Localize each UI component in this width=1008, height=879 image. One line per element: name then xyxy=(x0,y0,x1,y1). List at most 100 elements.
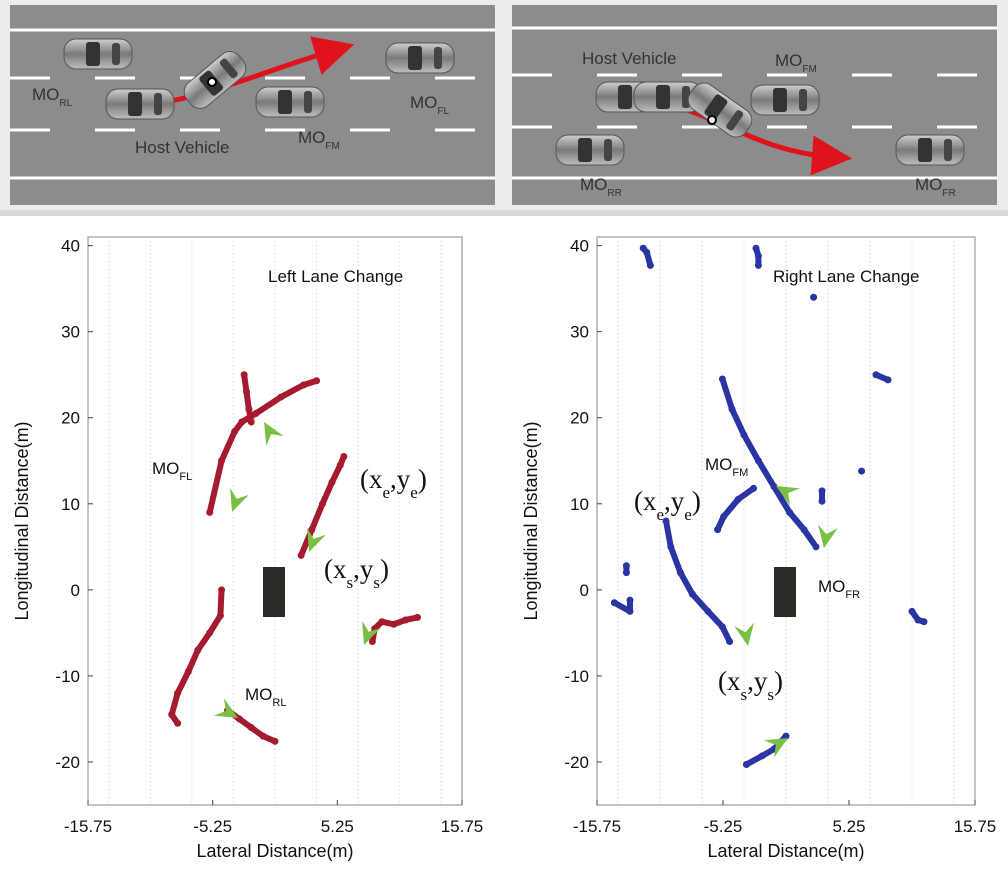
point xyxy=(336,461,344,469)
green-arrow xyxy=(213,698,238,718)
point xyxy=(920,618,928,626)
car-window xyxy=(726,110,744,131)
point xyxy=(318,500,326,508)
point xyxy=(740,431,748,439)
label-sub: e xyxy=(657,505,665,524)
y-tick-label: 10 xyxy=(61,495,80,514)
label-sub: s xyxy=(741,685,748,704)
point xyxy=(299,381,307,389)
point xyxy=(726,637,734,645)
x-tick-label: -5.25 xyxy=(704,817,743,836)
track xyxy=(241,371,255,426)
y-tick-label: -10 xyxy=(55,667,80,686)
point xyxy=(718,375,726,383)
green-arrow xyxy=(734,622,755,646)
point xyxy=(676,569,684,577)
x-tick-label: 5.25 xyxy=(321,817,354,836)
separator xyxy=(0,210,1008,216)
point xyxy=(235,715,243,723)
x-tick-label: -15.75 xyxy=(64,817,112,836)
point xyxy=(622,562,630,570)
label-text: ,y xyxy=(664,486,685,516)
label-text: (x xyxy=(718,666,741,696)
label-text: ,y xyxy=(747,666,768,696)
point xyxy=(174,689,182,697)
point xyxy=(259,732,267,740)
label-text: MO xyxy=(298,128,325,147)
green-arrow xyxy=(264,422,284,447)
host-marker xyxy=(707,115,717,125)
x-tick-label: 15.75 xyxy=(954,817,997,836)
point xyxy=(368,637,376,645)
car-window xyxy=(944,139,952,161)
label-sub: FM xyxy=(732,467,748,479)
annotation: MOFL xyxy=(152,459,192,483)
label-text: MO xyxy=(705,455,732,474)
point xyxy=(252,409,260,417)
y-tick-label: 20 xyxy=(61,409,80,428)
road-right xyxy=(512,5,997,205)
label-text: Right Lane Change xyxy=(773,267,920,286)
label-sub: FR xyxy=(942,188,955,199)
annotation: MORL xyxy=(245,685,286,709)
label-text: MO xyxy=(915,175,942,194)
point xyxy=(626,596,634,604)
label-text: (x xyxy=(324,554,347,584)
label-sub: FM xyxy=(802,64,816,75)
point xyxy=(720,513,728,521)
point xyxy=(378,618,386,626)
label-text: MO xyxy=(818,577,845,596)
point xyxy=(218,586,226,594)
road-label: Host Vehicle xyxy=(135,138,230,157)
point xyxy=(238,418,246,426)
green-arrow xyxy=(230,487,249,512)
point xyxy=(782,732,790,740)
scatter-chart: -15.75 -5.25 5.25 15.75 -20 -10 0 10 20 30 40 Later… xyxy=(12,236,483,861)
annotation: Right Lane Change xyxy=(773,267,920,286)
point xyxy=(800,526,808,534)
y-tick-label: 40 xyxy=(61,237,80,256)
green-arrow xyxy=(776,486,801,506)
point xyxy=(734,495,742,503)
point xyxy=(313,377,321,385)
host-vehicle xyxy=(263,567,285,617)
label-text: ) xyxy=(380,554,389,584)
point xyxy=(240,371,248,379)
road-left xyxy=(10,5,495,205)
car-window xyxy=(408,46,422,70)
point xyxy=(742,761,750,769)
road-label: Host Vehicle xyxy=(582,49,677,68)
point xyxy=(243,388,251,396)
point xyxy=(413,613,421,621)
point xyxy=(750,484,758,492)
x-axis-label: Lateral Distance(m) xyxy=(196,841,353,861)
car xyxy=(63,38,133,70)
y-tick-label: 0 xyxy=(580,581,589,600)
point xyxy=(194,646,202,654)
annotation: MOFR xyxy=(818,577,860,601)
label-text: ) xyxy=(692,486,701,516)
label-text: ) xyxy=(418,464,427,494)
car xyxy=(895,134,965,166)
road xyxy=(10,5,495,205)
annotation: (xe,ye) xyxy=(634,486,701,524)
point xyxy=(718,623,726,631)
y-axis-label: Longitudinal Distance(m) xyxy=(12,421,32,620)
road-label: MOFR xyxy=(915,175,956,199)
road-label: MORR xyxy=(580,175,622,199)
point xyxy=(610,599,618,607)
x-tick-label: -5.25 xyxy=(193,817,232,836)
point xyxy=(218,457,226,465)
y-tick-label: -20 xyxy=(564,753,589,772)
car-window xyxy=(604,139,612,161)
annotation: (xe,ye) xyxy=(360,464,427,502)
green-arrow xyxy=(817,524,838,548)
road-label: MOFM xyxy=(298,128,340,152)
y-tick-label: 30 xyxy=(570,323,589,342)
green-arrow xyxy=(307,527,326,552)
point xyxy=(667,543,675,551)
car-window xyxy=(128,92,142,116)
car-window xyxy=(219,58,238,79)
point xyxy=(168,711,176,719)
